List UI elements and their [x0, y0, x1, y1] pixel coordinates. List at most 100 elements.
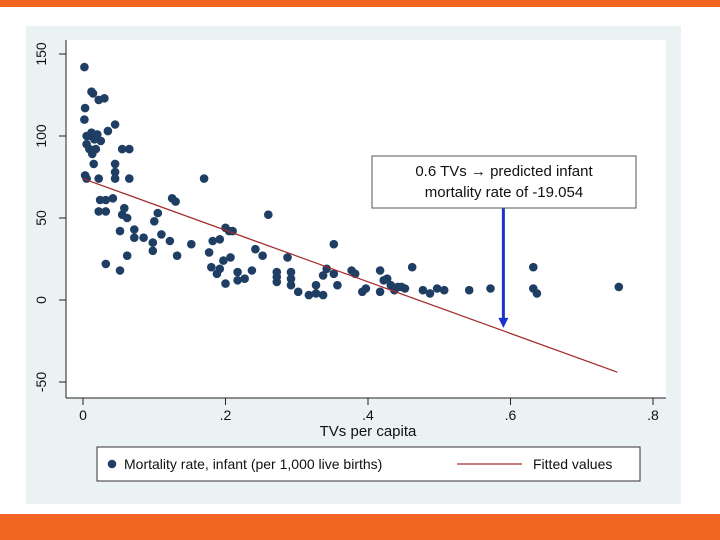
data-point	[110, 159, 120, 169]
data-point	[375, 287, 385, 297]
data-point	[117, 210, 127, 219]
y-tick-label: -50	[33, 372, 49, 392]
data-point	[293, 287, 303, 297]
data-point	[329, 269, 339, 279]
legend-label-line: Fitted values	[533, 456, 612, 472]
data-point	[103, 126, 113, 136]
data-point	[125, 144, 134, 154]
data-point	[240, 274, 249, 284]
data-point	[418, 285, 428, 295]
data-point	[283, 253, 292, 262]
data-point	[130, 233, 139, 242]
data-point	[358, 287, 367, 297]
data-point	[108, 194, 118, 203]
data-point	[117, 144, 127, 154]
y-tick-label: 0	[33, 296, 49, 304]
data-point	[439, 285, 449, 295]
data-point	[264, 210, 273, 219]
data-point	[94, 174, 103, 183]
bottom-accent-bar	[0, 514, 720, 540]
data-point	[425, 289, 435, 298]
data-point	[150, 217, 159, 226]
x-tick-label: .8	[647, 407, 659, 423]
data-point	[101, 195, 111, 205]
data-point	[187, 239, 196, 249]
data-point	[110, 174, 120, 183]
data-point	[110, 167, 120, 177]
data-point	[233, 276, 242, 285]
data-point	[115, 266, 125, 275]
data-point	[251, 244, 260, 254]
data-point	[204, 248, 214, 257]
data-point	[432, 284, 442, 293]
data-point	[208, 236, 217, 246]
data-point	[80, 62, 89, 72]
data-point	[397, 282, 406, 292]
data-point	[157, 230, 166, 239]
x-axis-title: TVs per capita	[320, 423, 417, 440]
data-point	[148, 246, 158, 256]
x-tick-label: .2	[220, 407, 232, 423]
data-point	[286, 274, 296, 284]
data-point	[614, 282, 624, 292]
data-point	[101, 207, 111, 216]
annotation-arrow-head	[498, 317, 509, 328]
top-accent-bar	[0, 0, 720, 7]
data-point	[80, 103, 90, 113]
data-point	[333, 280, 342, 290]
data-point	[130, 225, 139, 234]
data-point	[80, 115, 89, 124]
data-point	[165, 236, 175, 246]
data-point	[272, 277, 282, 287]
legend-box	[96, 446, 641, 482]
data-point	[94, 207, 103, 216]
data-point	[215, 235, 225, 244]
data-point	[100, 94, 109, 103]
data-point	[226, 253, 235, 262]
data-point	[318, 271, 328, 280]
data-point	[172, 251, 182, 260]
data-point	[407, 262, 417, 272]
data-point	[93, 130, 102, 139]
x-tick-label: 0	[79, 407, 87, 423]
data-point	[88, 89, 98, 98]
data-point	[207, 262, 216, 272]
data-point	[311, 280, 321, 290]
data-point	[318, 290, 328, 300]
data-point	[122, 251, 132, 260]
data-point	[89, 159, 98, 169]
data-point	[529, 262, 538, 272]
x-tick-label: .6	[505, 407, 517, 423]
data-point	[286, 280, 296, 290]
data-point	[464, 285, 474, 295]
data-point	[88, 149, 97, 159]
data-point	[120, 203, 129, 213]
plot-area	[66, 40, 666, 398]
data-point	[311, 289, 321, 298]
data-point	[139, 233, 148, 242]
data-point	[115, 226, 125, 236]
legend-marker-scatter	[107, 459, 117, 469]
y-tick-label: 100	[33, 124, 49, 148]
data-point	[171, 197, 180, 206]
data-point	[304, 290, 314, 300]
y-tick-label: 150	[33, 42, 49, 66]
data-point	[153, 208, 163, 218]
data-point	[199, 174, 209, 183]
data-point	[379, 276, 389, 285]
data-point	[221, 279, 230, 288]
y-tick-label: 50	[33, 210, 49, 226]
data-point	[110, 120, 120, 129]
data-point	[148, 238, 158, 247]
annotation-line-2: mortality rate of -19.054	[425, 184, 583, 201]
data-point	[101, 259, 111, 269]
data-point	[247, 266, 257, 275]
annotation-box	[371, 155, 637, 209]
x-tick-label: .4	[362, 407, 374, 423]
data-point	[233, 267, 242, 277]
data-point	[532, 289, 542, 298]
data-point	[486, 284, 495, 293]
data-point	[286, 267, 296, 277]
data-point	[96, 136, 106, 146]
